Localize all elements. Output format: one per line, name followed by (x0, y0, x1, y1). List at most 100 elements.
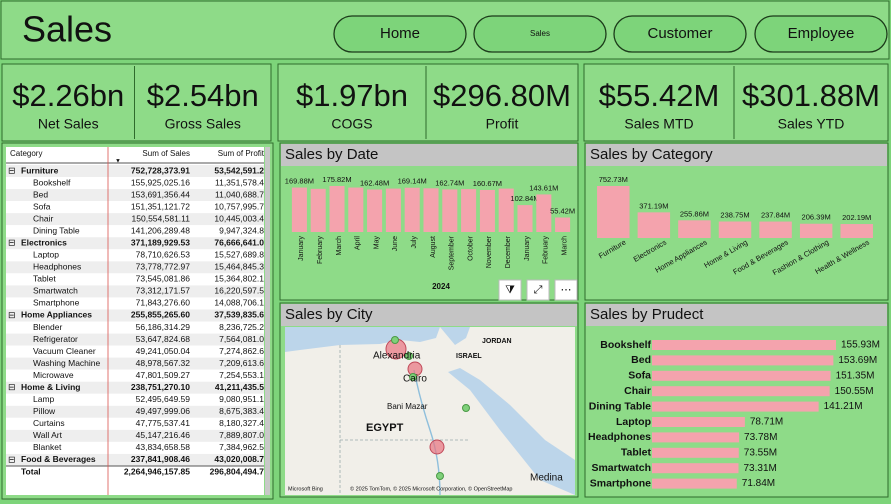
visual-toolbar-button[interactable] (526, 279, 550, 301)
data-label: 151.35M (836, 370, 875, 381)
kpi-label: Profit (486, 116, 519, 132)
kpi-value: $296.80M (433, 78, 571, 113)
item-profit: 15,464,845.3 (214, 262, 264, 272)
nav-label[interactable]: Home (380, 25, 420, 42)
table-row (6, 405, 264, 418)
expand-icon: ⊟ (8, 382, 16, 392)
item-name: Bed (33, 189, 48, 199)
item-profit: 15,527,689.8 (214, 250, 264, 260)
bar (652, 340, 836, 350)
table-row (6, 429, 264, 442)
item-sales: 45,147,216.46 (136, 430, 191, 440)
data-label: 206.39M (802, 213, 831, 222)
item-name: Wall Art (33, 430, 63, 440)
sort-icon: ▼ (115, 159, 121, 165)
group-profit: 43,020,008.7 (214, 454, 264, 464)
bar (799, 223, 833, 238)
x-tick-label: March (561, 236, 568, 256)
kpi-label: Gross Sales (165, 116, 241, 132)
bar (652, 417, 745, 427)
visual-toolbar-button[interactable] (554, 279, 578, 301)
visual-title: Sales by City (285, 306, 373, 323)
item-name: Smartphone (33, 298, 80, 308)
y-tick-label: Headphones (588, 431, 651, 443)
data-label: 169.14M (398, 177, 427, 186)
nav-button[interactable] (333, 15, 467, 53)
map-label: EGYPT (366, 422, 404, 434)
city-bubble[interactable] (409, 373, 417, 381)
table-row (6, 453, 264, 466)
item-name: Smartwatch (33, 286, 78, 296)
item-sales: 56,186,314.29 (136, 322, 191, 332)
nav-label[interactable]: Employee (788, 25, 855, 42)
column-header: Sum of Sales (142, 149, 190, 158)
table-row (6, 309, 264, 322)
y-tick-label: Bookshelf (600, 339, 651, 351)
bar (652, 386, 830, 397)
item-sales: 141,206,289.48 (131, 225, 190, 235)
item-sales: 78,710,626.53 (136, 250, 191, 260)
item-profit: 7,564,081.0 (219, 334, 264, 344)
visual-title: Sales by Prudect (590, 306, 704, 323)
city-bubble[interactable] (429, 439, 445, 455)
kpi-label: Net Sales (38, 116, 99, 132)
data-label: 237.84M (761, 211, 790, 220)
kpi-value: $301.88M (742, 78, 880, 113)
x-tick-label: June (392, 236, 399, 251)
city-bubble[interactable] (462, 404, 470, 412)
table-row (6, 381, 264, 394)
bar (652, 370, 831, 381)
data-label: 162.74M (435, 178, 464, 187)
table-row (6, 201, 264, 214)
bar (678, 220, 711, 238)
table-row (6, 369, 264, 382)
map-canvas (285, 327, 575, 495)
item-profit: 14,088,706.1 (214, 298, 264, 308)
group-profit: 37,539,835.6 (214, 310, 264, 320)
group-name: Furniture (21, 165, 59, 175)
item-name: Lamp (33, 394, 55, 404)
data-label: 202.19M (842, 213, 871, 222)
item-profit: 16,220,597.5 (214, 286, 264, 296)
x-tick-label: March (336, 236, 343, 256)
visual-header (281, 304, 577, 326)
bar (517, 205, 533, 232)
bar (840, 224, 873, 238)
table-row (6, 441, 264, 454)
nav-button[interactable] (754, 15, 888, 53)
table-row (6, 237, 264, 250)
nav-button[interactable] (473, 15, 607, 53)
item-name: Microwave (33, 370, 74, 380)
y-tick-label: Dining Table (589, 400, 651, 412)
map-attribution: © 2025 TomTom, © 2025 Microsoft Corporat… (350, 485, 512, 492)
toolbar-icon[interactable]: ⤢ (534, 284, 543, 296)
y-tick-label: Bed (631, 354, 651, 366)
item-sales: 49,497,999.06 (136, 406, 191, 416)
item-profit: 10,445,003.4 (214, 213, 264, 223)
table-row (6, 273, 264, 286)
kpi-value: $2.54bn (147, 78, 259, 113)
item-name: Tablet (33, 274, 56, 284)
y-tick-label: Tablet (621, 447, 652, 459)
map-label: Bani Mazar (387, 402, 428, 411)
kpi-value: $1.97bn (296, 78, 408, 113)
nav-label[interactable]: Customer (647, 25, 712, 42)
item-sales: 73,778,772.97 (136, 262, 191, 272)
city-bubble[interactable] (436, 472, 444, 480)
city-bubble[interactable] (391, 336, 399, 344)
table-row (6, 213, 264, 226)
kpi-label: COGS (331, 116, 372, 132)
city-bubble[interactable] (405, 352, 413, 360)
table-row (6, 393, 264, 406)
map-label: Alexandria (373, 351, 421, 362)
nav-button[interactable] (613, 15, 747, 53)
data-label: 255.86M (680, 209, 709, 218)
nav-label[interactable]: Sales (530, 29, 550, 38)
table-row (6, 417, 264, 430)
table-row (6, 345, 264, 358)
visual-toolbar-button[interactable] (498, 279, 522, 301)
toolbar-icon[interactable]: ⧩ (505, 284, 515, 296)
group-profit: 76,666,641.0 (214, 237, 264, 247)
toolbar-icon[interactable]: ⋯ (561, 284, 572, 296)
table-row (6, 357, 264, 370)
